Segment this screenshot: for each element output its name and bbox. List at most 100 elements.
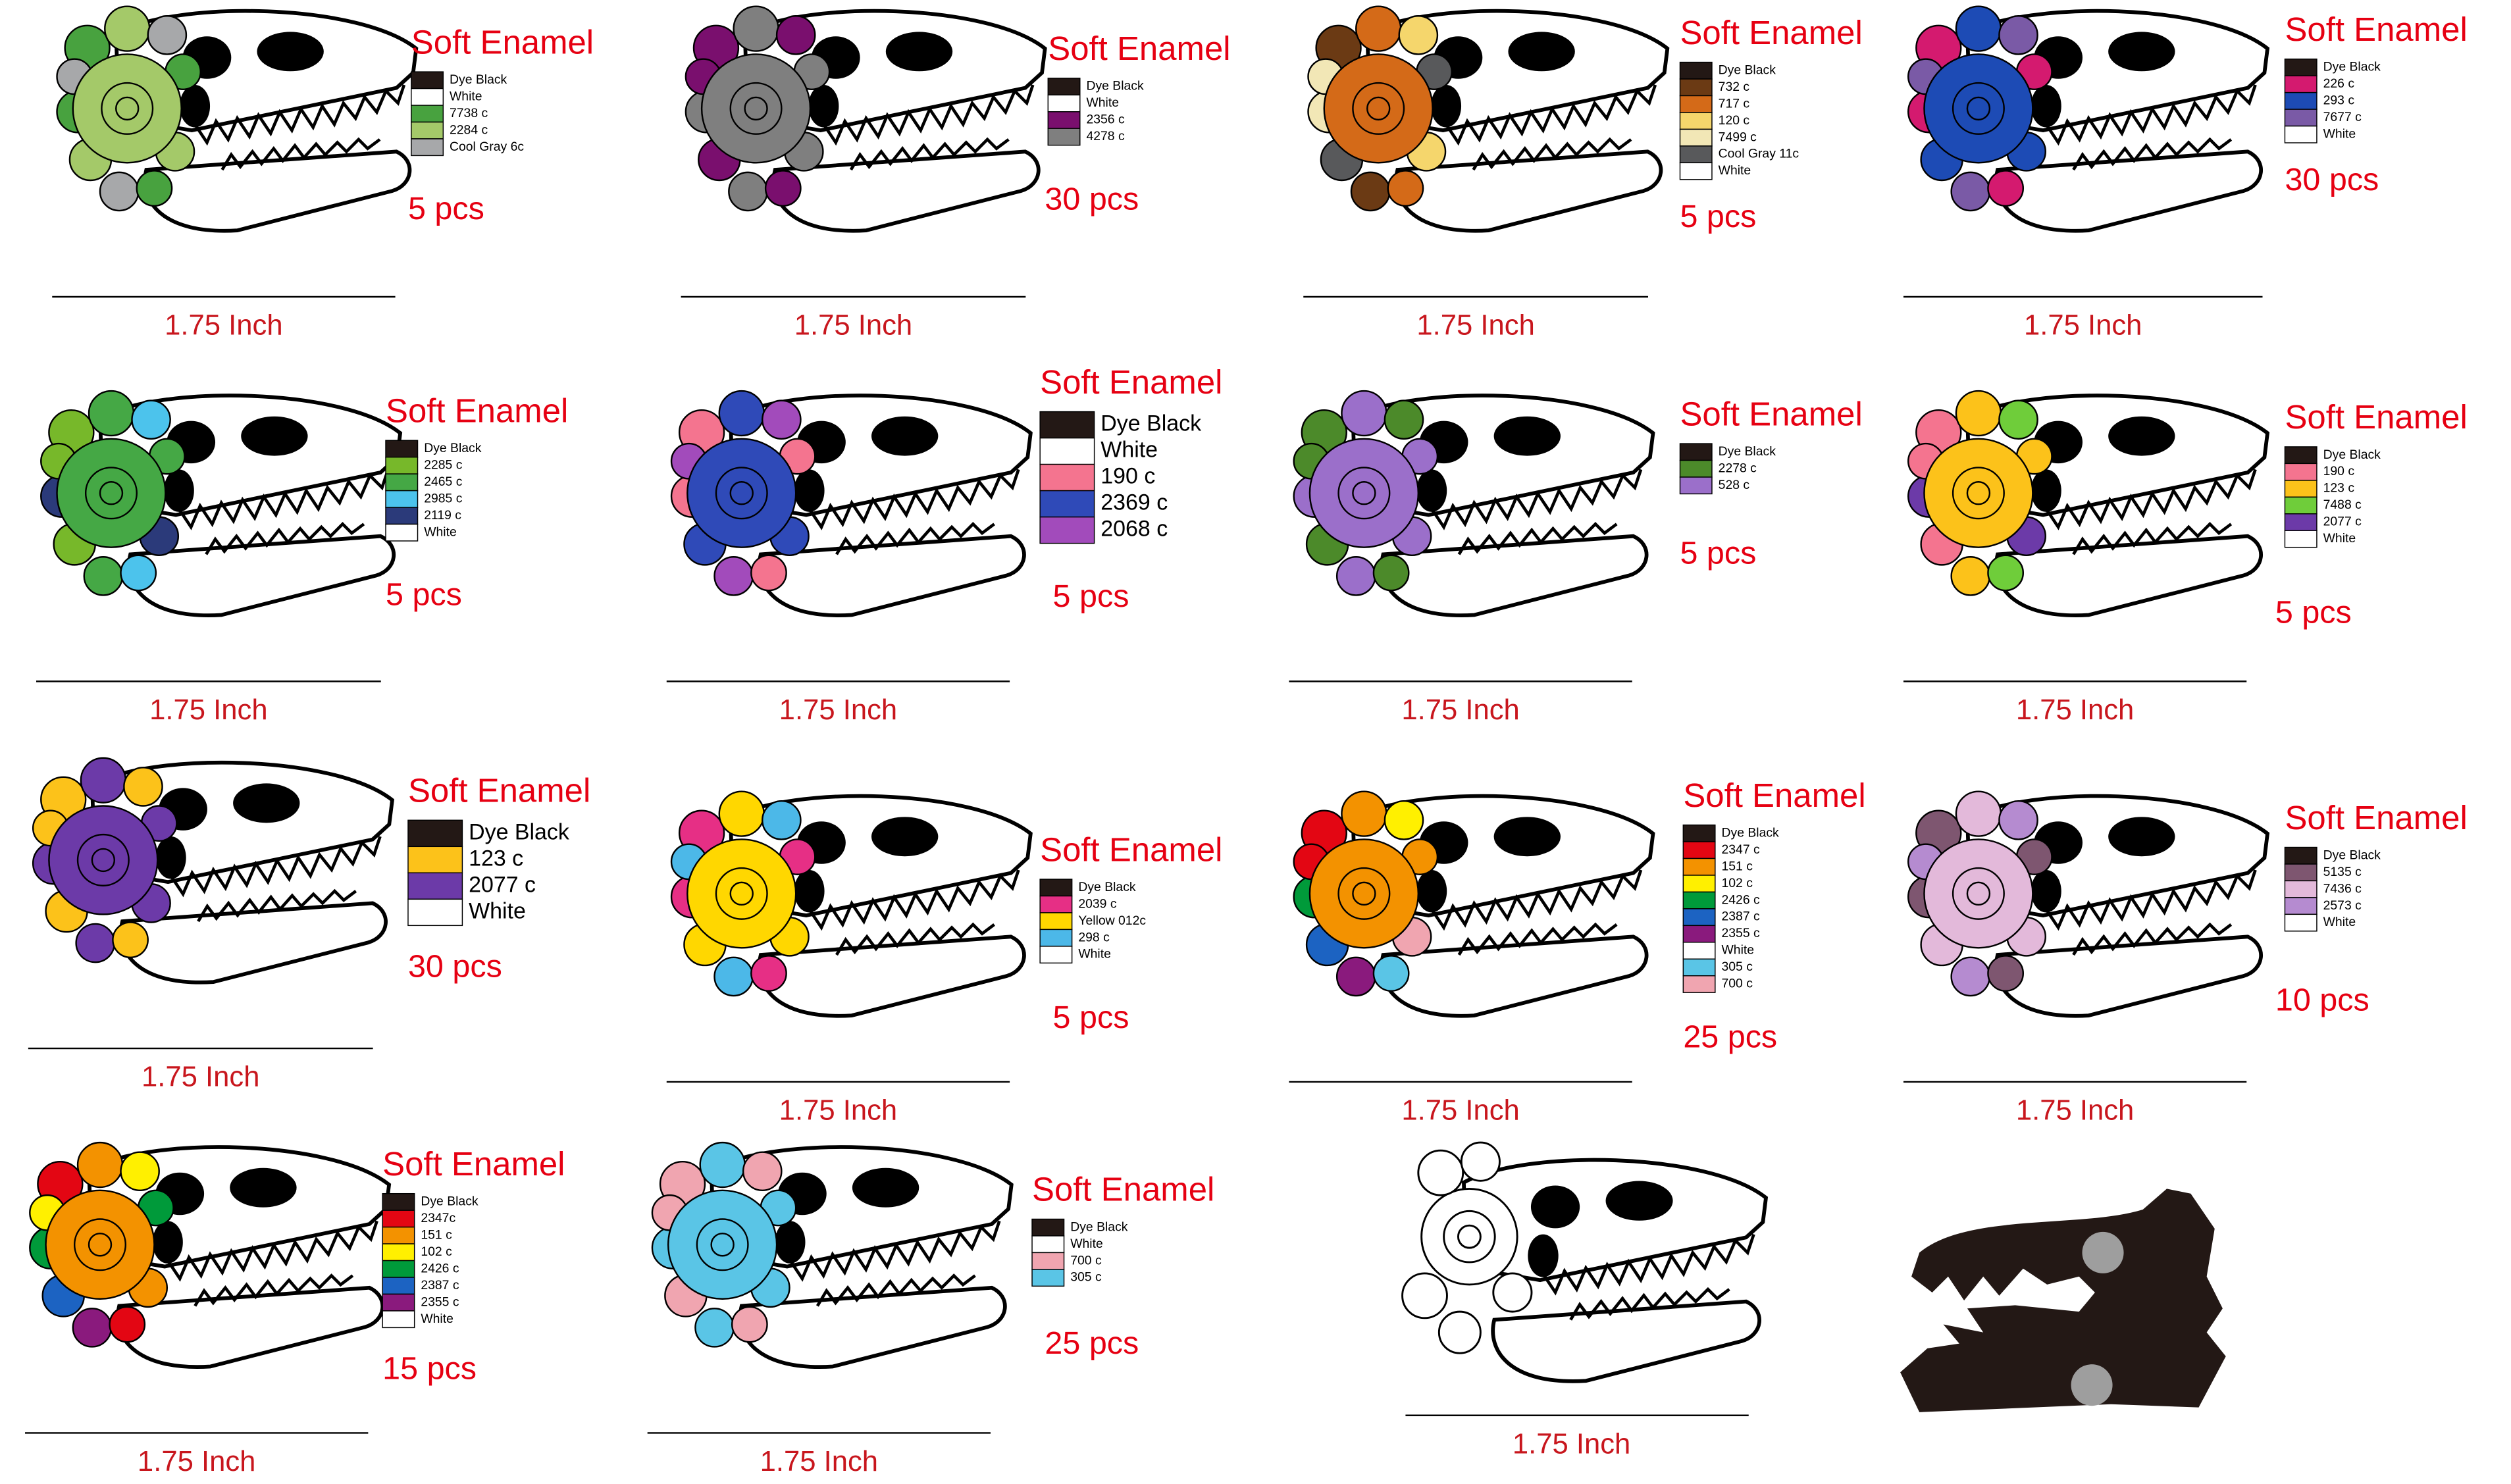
rose-core — [1352, 481, 1376, 505]
petal — [83, 556, 124, 596]
title: Soft Enamel — [2285, 398, 2467, 436]
petal — [120, 554, 157, 592]
swatch — [1039, 437, 1095, 465]
title: Soft Enamel — [1040, 363, 1222, 401]
petal — [72, 1308, 113, 1348]
swatch — [1031, 1269, 1065, 1287]
title: Soft Enamel — [1040, 831, 1222, 868]
swatch — [382, 1293, 415, 1312]
swatch — [407, 846, 463, 874]
swatch-label: Dye Black — [450, 72, 507, 87]
swatch — [1679, 61, 1713, 80]
flowers — [1907, 5, 2053, 212]
swatch — [1031, 1235, 1065, 1254]
swatch-label: 700 c — [1070, 1253, 1102, 1267]
size-label: 1.75 Inch — [779, 694, 898, 726]
swatch-label: White — [1722, 943, 1755, 958]
swatch-label: 528 c — [1719, 478, 1750, 492]
swatch-label: 4278 c — [1086, 129, 1124, 143]
title: Soft Enamel — [2285, 11, 2467, 48]
swatch — [2284, 513, 2317, 531]
size-label: 1.75 Inch — [779, 1094, 898, 1127]
swatch-label: 305 c — [1070, 1270, 1102, 1285]
flowers — [1293, 790, 1439, 997]
quantity: 5 pcs — [1680, 199, 1756, 234]
swatch — [2284, 109, 2317, 127]
petal — [1955, 5, 2002, 52]
size-label: 1.75 Inch — [760, 1445, 879, 1477]
flowers — [685, 5, 831, 212]
swatch-label: 2285 c — [424, 458, 462, 473]
size-label: 1.75 Inch — [165, 309, 283, 342]
swatch — [385, 490, 419, 508]
rose-core — [744, 96, 768, 121]
back-silhouette — [1900, 1189, 2226, 1412]
swatch-label: 190 c — [1100, 464, 1155, 489]
swatch-label: 190 c — [2323, 464, 2355, 478]
swatch — [407, 898, 463, 927]
petal — [123, 767, 163, 807]
title: Soft Enamel — [386, 392, 568, 429]
swatch — [2284, 897, 2317, 915]
petal — [1955, 390, 2002, 437]
swatch — [411, 121, 444, 140]
rose-core — [1966, 96, 1991, 121]
swatch-label: 7436 c — [2323, 881, 2362, 896]
swatch-label: Dye Black — [1078, 880, 1136, 894]
swatch-label: Dye Black — [1070, 1219, 1128, 1234]
pin: Soft Enamel Dye Black 2278 c 528 c 5 pcs 1.75… — [1289, 390, 1863, 726]
swatch-label: White — [1070, 1237, 1103, 1251]
swatch — [1039, 895, 1073, 913]
rose-core — [710, 1233, 735, 1257]
swatch-label: 102 c — [1722, 876, 1753, 890]
swatch-label: White — [1100, 438, 1158, 463]
swatch-label: 120 c — [1719, 113, 1750, 128]
swatch — [1682, 908, 1716, 927]
petal — [76, 1141, 124, 1189]
petal — [109, 1306, 146, 1343]
swatch — [382, 1310, 415, 1329]
swatch — [1679, 112, 1713, 130]
silhouette — [1900, 1189, 2226, 1412]
size-label: 1.75 Inch — [794, 309, 913, 342]
petal — [713, 556, 754, 596]
petal — [1387, 170, 1424, 207]
swatch-label: Dye Black — [424, 441, 482, 455]
swatch-label: White — [2323, 531, 2356, 546]
flowers — [651, 1141, 797, 1348]
swatch-label: White — [1078, 947, 1111, 961]
swatch — [2284, 91, 2317, 110]
swatch — [382, 1226, 415, 1244]
petal — [1372, 955, 1410, 992]
swatch — [1039, 411, 1095, 439]
swatch — [1682, 942, 1716, 959]
swatch — [411, 88, 444, 106]
pin-post — [2082, 1231, 2124, 1273]
swatch-label: 2573 c — [2323, 898, 2362, 913]
size-label: 1.75 Inch — [138, 1445, 255, 1477]
swatch-label: 2356 c — [1086, 113, 1124, 127]
swatch — [407, 872, 463, 900]
swatch-label: 293 c — [2323, 93, 2355, 107]
swatch — [1039, 946, 1073, 964]
rose-core — [115, 96, 140, 121]
pin: Soft Enamel Dye Black 2039 c Yellow 012c 298… — [666, 790, 1222, 1127]
petal — [762, 399, 802, 440]
quantity: 15 pcs — [382, 1351, 477, 1387]
pin: Soft Enamel Dye Black 2347c 151 c 102 c 2426 … — [25, 1141, 565, 1477]
petal — [112, 921, 149, 959]
swatch — [1679, 145, 1713, 164]
swatch-label: White — [424, 525, 457, 539]
swatch-label: White — [469, 898, 526, 923]
swatch-label: White — [421, 1312, 453, 1326]
quantity: 25 pcs — [1045, 1325, 1139, 1361]
skull-outline — [1464, 1160, 1766, 1381]
petal — [80, 757, 127, 804]
size-label: 1.75 Inch — [2024, 309, 2142, 342]
quantity: 5 pcs — [2275, 594, 2352, 630]
swatch — [2284, 846, 2317, 865]
swatch — [2284, 863, 2317, 882]
swatch-label: Dye Black — [2323, 448, 2381, 462]
